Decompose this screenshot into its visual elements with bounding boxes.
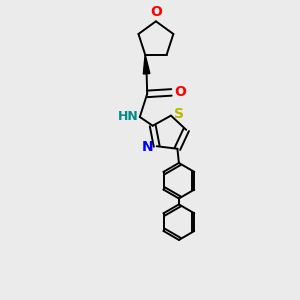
Text: HN: HN bbox=[118, 110, 139, 123]
Polygon shape bbox=[143, 55, 150, 74]
Text: N: N bbox=[142, 140, 154, 154]
Text: O: O bbox=[150, 5, 162, 19]
Text: S: S bbox=[174, 107, 184, 121]
Text: O: O bbox=[174, 85, 186, 99]
